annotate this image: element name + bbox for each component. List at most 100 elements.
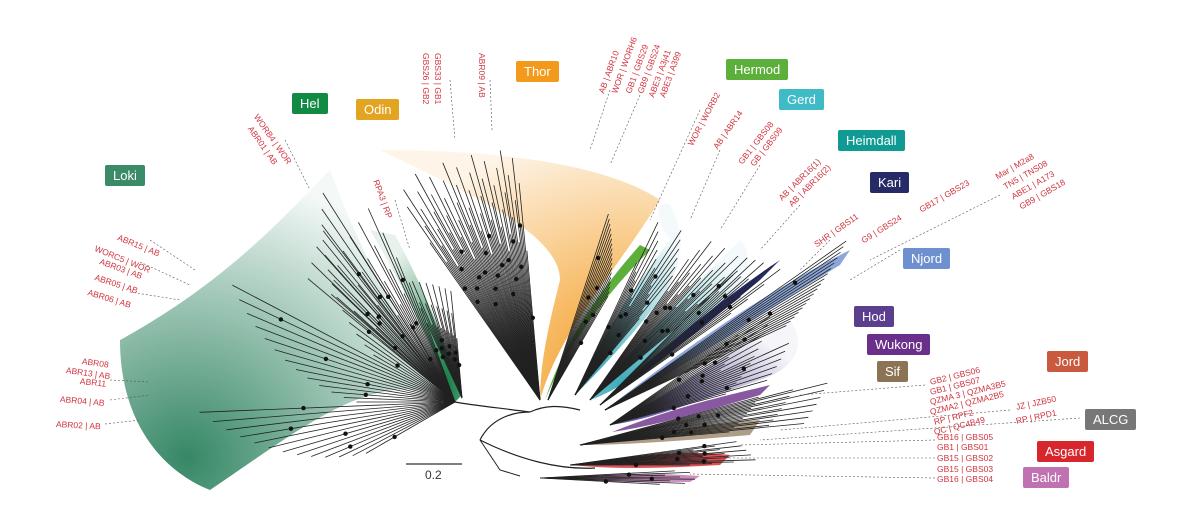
tree-node: [487, 233, 492, 239]
tree-node: [696, 414, 701, 419]
tree-node: [495, 273, 500, 278]
tree-branch: [264, 338, 456, 403]
tree-branch: [609, 358, 782, 426]
leaf-label: GB1 | GBS01: [937, 442, 989, 452]
tree-node: [618, 314, 623, 319]
tree-node: [439, 338, 444, 343]
tree-branch: [255, 326, 456, 403]
tree-node: [511, 291, 516, 297]
tree-node: [699, 320, 705, 325]
leader-line: [849, 249, 901, 281]
tree-node: [392, 345, 398, 351]
tree-node: [649, 476, 654, 481]
tree-branch: [599, 257, 748, 406]
tree-branch: [246, 313, 456, 403]
tree-branch: [604, 278, 825, 411]
leaf-label: GB16 | GBS05: [937, 432, 994, 442]
tree-node: [702, 422, 707, 427]
tree-node: [669, 352, 675, 357]
tree-node: [365, 311, 370, 317]
tree-node: [428, 356, 433, 362]
tree-branch: [367, 208, 456, 403]
leader-line: [394, 199, 411, 251]
tree-node: [278, 317, 284, 322]
leader-line: [759, 204, 801, 251]
tree-branch: [604, 288, 818, 411]
tree-node: [356, 271, 362, 277]
tree-node: [727, 304, 733, 310]
tree-branch: [357, 284, 456, 403]
tree-node: [493, 302, 498, 307]
tree-node: [586, 295, 591, 300]
tree-branch: [609, 332, 766, 426]
tree-node: [746, 317, 751, 323]
clade-badge-asgard: Asgard: [1037, 441, 1095, 462]
tree-branch: [389, 269, 456, 403]
tree-branch: [331, 391, 456, 403]
tree-node: [691, 292, 696, 298]
tree-branch: [343, 397, 456, 403]
tree-branch: [367, 258, 456, 403]
tree-branch: [589, 258, 689, 401]
tree-node: [603, 479, 609, 484]
tree-branch: [547, 218, 610, 401]
leaf-label: GBS33 | GB1: [433, 53, 443, 105]
tree-branch: [599, 265, 773, 406]
tree-node: [701, 459, 707, 464]
tree-node: [459, 249, 464, 254]
tree-node: [660, 435, 665, 440]
leader-line: [104, 419, 141, 425]
tree-node: [702, 361, 707, 366]
tree-node: [616, 332, 621, 338]
tree-node: [645, 300, 650, 305]
tree-node: [676, 450, 682, 455]
tree-node: [392, 434, 397, 440]
tree-branch: [579, 396, 759, 446]
tree-node: [699, 379, 705, 384]
tree-node: [642, 338, 647, 343]
tree-node: [434, 348, 439, 353]
tree-node: [446, 351, 452, 356]
tree-branch: [232, 284, 456, 403]
leader-line: [109, 394, 151, 401]
leader-line: [489, 79, 493, 131]
leaf-label: GB15 | GBS02: [937, 453, 994, 463]
clade-badge-jord: Jord: [1047, 351, 1089, 372]
clade-badge-alcg: ALCG: [1085, 409, 1137, 430]
tree-node: [323, 356, 329, 362]
tree-branch: [609, 316, 771, 426]
tree-node: [660, 328, 665, 334]
tree-branch: [337, 265, 456, 403]
tree-node: [663, 305, 668, 310]
tree-branch: [226, 401, 456, 431]
tree-branch: [604, 240, 847, 411]
tree-node: [626, 472, 632, 477]
tree-branch: [609, 348, 759, 426]
tree-branch: [352, 401, 456, 457]
tree-nodes: [278, 223, 798, 484]
tree-branch: [311, 401, 456, 457]
leader-line: [129, 291, 181, 301]
tree-branch: [609, 342, 790, 426]
clade-badge-kari: Kari: [870, 172, 910, 193]
leader-line: [779, 409, 1011, 431]
tree-branch: [212, 401, 456, 422]
tree-node: [514, 276, 519, 282]
tree-node: [511, 239, 516, 244]
leader-line: [719, 164, 761, 231]
tree-node: [377, 321, 382, 326]
tree-node: [608, 350, 613, 356]
tree-branch: [599, 259, 756, 406]
tree-branch: [599, 262, 764, 406]
tree-node: [377, 294, 383, 300]
tree-branch: [604, 262, 835, 411]
tree-branch: [569, 441, 737, 466]
tree-branch: [609, 340, 762, 426]
tree-branch: [604, 293, 814, 411]
tree-node: [400, 277, 406, 283]
clade-badge-odin: Odin: [356, 99, 400, 120]
tree-branch: [355, 297, 456, 403]
tree-node: [688, 430, 694, 435]
tree-node: [452, 357, 457, 362]
